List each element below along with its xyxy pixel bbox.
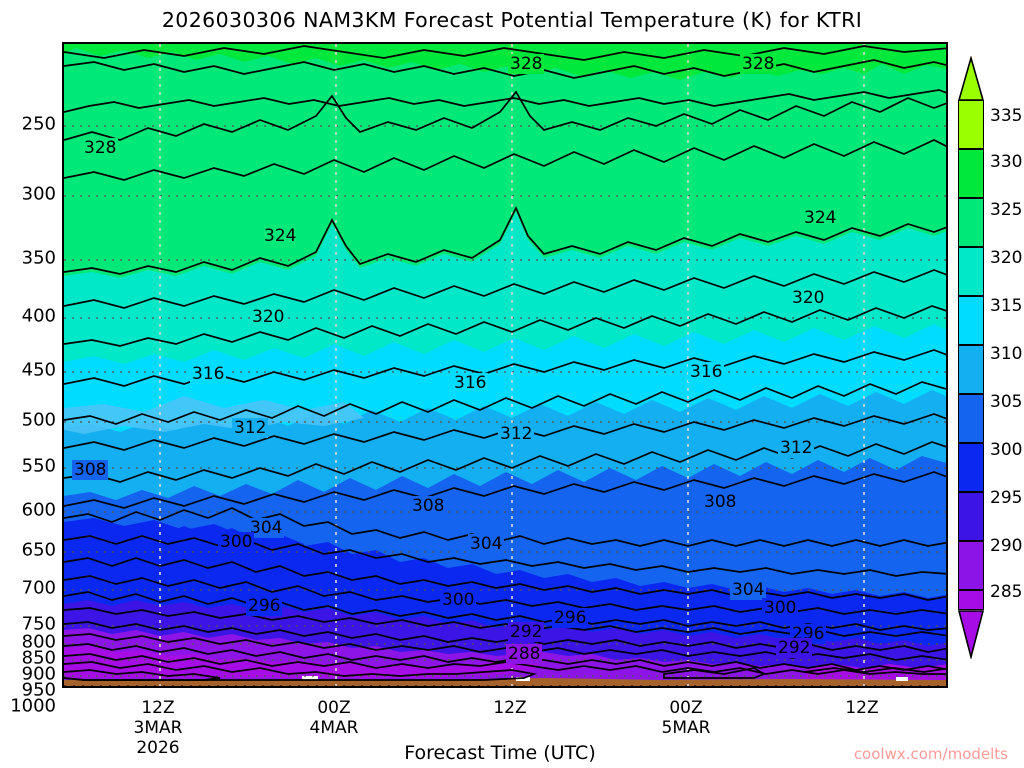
colorbar-label-320: 320 bbox=[990, 248, 1023, 268]
plot-area bbox=[62, 42, 948, 688]
y-tick-600: 600 bbox=[21, 499, 56, 521]
x-tick-1-day: 4MAR bbox=[309, 718, 359, 738]
colorbar-seg-315[interactable] bbox=[958, 296, 984, 345]
contour-label-304-c: 304 bbox=[730, 580, 767, 600]
y-tick-300: 300 bbox=[21, 183, 56, 205]
contour-label-300-c: 300 bbox=[762, 598, 799, 618]
colorbar-seg-300[interactable] bbox=[958, 443, 984, 492]
colorbar-seg-295[interactable] bbox=[958, 492, 984, 541]
x-tick-0-day: 3MAR bbox=[133, 718, 183, 738]
colorbar-label-315: 315 bbox=[990, 296, 1023, 316]
y-tick-550: 550 bbox=[21, 455, 56, 477]
colorbar-label-330: 330 bbox=[990, 152, 1023, 172]
contour-label-316-b: 316 bbox=[452, 373, 489, 393]
x-tick-0-year: 2026 bbox=[136, 738, 180, 758]
contour-label-312-a: 312 bbox=[232, 418, 269, 438]
x-axis-title: Forecast Time (UTC) bbox=[404, 742, 596, 764]
colorbar-seg-285[interactable] bbox=[958, 590, 984, 610]
contour-canvas bbox=[62, 42, 948, 688]
x-tick-4: 12Z bbox=[845, 698, 878, 718]
y-tick-250: 250 bbox=[21, 113, 56, 135]
contour-label-312-b: 312 bbox=[498, 424, 535, 444]
x-tick-2-time: 12Z bbox=[493, 698, 527, 718]
colorbar-seg-310[interactable] bbox=[958, 345, 984, 394]
contour-label-288-a: 288 bbox=[506, 644, 543, 664]
colorbar-label-325: 325 bbox=[990, 200, 1023, 220]
x-tick-1-time: 00Z bbox=[317, 698, 351, 718]
colorbar-label-305: 305 bbox=[990, 392, 1023, 412]
y-tick-900: 900 bbox=[21, 663, 56, 685]
x-tick-1: 00Z 4MAR bbox=[310, 698, 359, 738]
contour-label-312-c: 312 bbox=[778, 438, 815, 458]
contour-label-296-a: 296 bbox=[246, 596, 283, 616]
x-tick-0: 12Z 3MAR 2026 bbox=[134, 698, 183, 758]
y-tick-750: 750 bbox=[21, 613, 56, 635]
contour-label-316-a: 316 bbox=[190, 364, 227, 384]
contour-label-328-c: 328 bbox=[740, 54, 777, 74]
contour-label-324-b: 324 bbox=[802, 208, 839, 228]
contour-label-296-b: 296 bbox=[552, 608, 589, 628]
contour-label-328-b: 328 bbox=[508, 54, 545, 74]
colorbar-label-300: 300 bbox=[990, 440, 1023, 460]
contour-label-316-c: 316 bbox=[688, 362, 725, 382]
watermark: coolwx.com/modelts bbox=[853, 745, 1008, 763]
colorbar-label-335: 335 bbox=[990, 106, 1023, 126]
colorbar-bottom-arrow bbox=[958, 610, 984, 659]
colorbar-label-285: 285 bbox=[990, 582, 1023, 602]
contour-label-292-a: 292 bbox=[508, 622, 545, 642]
colorbar-seg-320[interactable] bbox=[958, 247, 984, 296]
colorbar-seg-335[interactable] bbox=[958, 100, 984, 149]
x-tick-3: 00Z 5MAR bbox=[662, 698, 711, 738]
contour-label-304-b: 304 bbox=[468, 534, 505, 554]
x-tick-2: 12Z bbox=[493, 698, 526, 718]
colorbar-label-290: 290 bbox=[990, 536, 1023, 556]
x-tick-3-time: 00Z bbox=[669, 698, 703, 718]
colorbar-top-arrow bbox=[958, 56, 984, 101]
x-tick-3-day: 5MAR bbox=[661, 718, 711, 738]
contour-label-308-b: 308 bbox=[410, 496, 447, 516]
contour-label-328-a: 328 bbox=[82, 138, 119, 158]
y-tick-850: 850 bbox=[21, 647, 56, 669]
y-tick-950: 950 bbox=[21, 679, 56, 701]
y-tick-450: 450 bbox=[21, 359, 56, 381]
colorbar-seg-290[interactable] bbox=[958, 541, 984, 590]
y-tick-400: 400 bbox=[21, 305, 56, 327]
y-tick-700: 700 bbox=[21, 577, 56, 599]
contour-label-324-a: 324 bbox=[262, 226, 299, 246]
contour-label-300-b: 300 bbox=[440, 590, 477, 610]
y-tick-350: 350 bbox=[21, 247, 56, 269]
contour-label-320-b: 320 bbox=[790, 288, 827, 308]
x-tick-4-time: 12Z bbox=[845, 698, 879, 718]
y-tick-650: 650 bbox=[21, 539, 56, 561]
contour-svg bbox=[64, 44, 946, 686]
contour-label-304-a: 304 bbox=[248, 518, 285, 538]
x-tick-0-time: 12Z bbox=[141, 698, 175, 718]
contour-label-300-a: 300 bbox=[218, 532, 255, 552]
colorbar-seg-330[interactable] bbox=[958, 149, 984, 198]
colorbar-seg-305[interactable] bbox=[958, 394, 984, 443]
colorbar[interactable]: 335 330 325 320 315 310 305 300 295 290 … bbox=[958, 56, 1022, 659]
colorbar-seg-325[interactable] bbox=[958, 198, 984, 247]
contour-label-308-a: 308 bbox=[72, 460, 109, 480]
contour-label-320-a: 320 bbox=[250, 307, 287, 327]
y-tick-800: 800 bbox=[21, 631, 56, 653]
y-tick-1000: 1000 bbox=[10, 695, 56, 717]
contour-label-308-c: 308 bbox=[702, 492, 739, 512]
contour-label-292-b: 292 bbox=[776, 638, 813, 658]
colorbar-label-295: 295 bbox=[990, 488, 1023, 508]
y-tick-500: 500 bbox=[21, 409, 56, 431]
page-title: 2026030306 NAM3KM Forecast Potential Tem… bbox=[161, 8, 863, 32]
colorbar-label-310: 310 bbox=[990, 344, 1023, 364]
